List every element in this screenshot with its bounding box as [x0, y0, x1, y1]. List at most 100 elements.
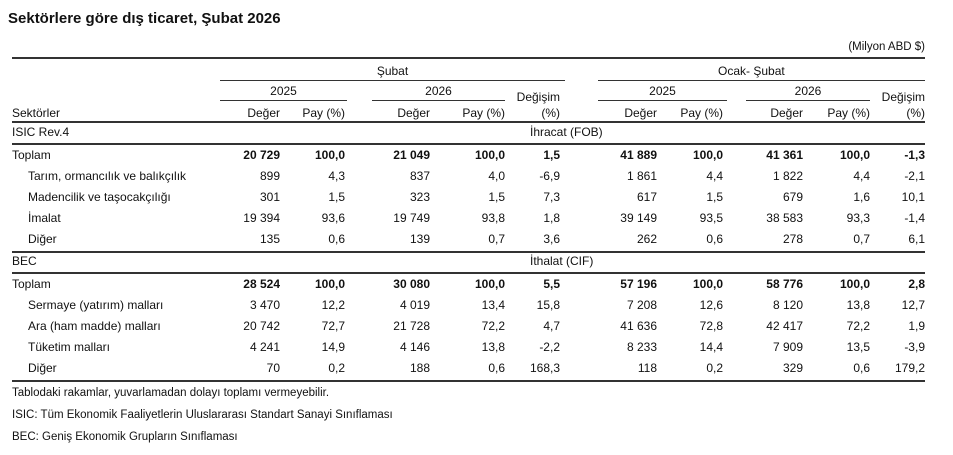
column-header: Pay (%)	[680, 106, 723, 120]
table-cell: 72,2	[481, 319, 505, 333]
table-cell: 41 361	[766, 148, 803, 162]
table-cell: 72,8	[699, 319, 723, 333]
table-cell: 1,6	[853, 190, 870, 204]
table-cell: 7 208	[626, 298, 657, 312]
table-cell: 93,3	[846, 211, 870, 225]
table-cell: 0,6	[488, 361, 505, 375]
column-header: Pay (%)	[462, 106, 505, 120]
table-cell: 2,8	[908, 277, 925, 291]
classification-label: ISIC Rev.4	[12, 125, 70, 139]
table-cell: 4,4	[706, 169, 723, 183]
table-cell: 13,8	[846, 298, 870, 312]
table-cell: 93,6	[321, 211, 345, 225]
table-cell: 42 417	[766, 319, 803, 333]
table-cell: 72,2	[846, 319, 870, 333]
table-cell: 100,0	[474, 277, 505, 291]
row-label: Tüketim malları	[28, 340, 111, 354]
table-cell: 12,6	[699, 298, 723, 312]
year-2026-ocak: 2026	[794, 84, 822, 98]
table-cell: 100,0	[314, 277, 345, 291]
period-subat: Şubat	[376, 64, 409, 78]
table-cell: 329	[782, 361, 803, 375]
table-cell: 0,6	[706, 232, 723, 246]
table-cell: 837	[409, 169, 430, 183]
table-cell: 4,3	[328, 169, 345, 183]
table-cell: 12,2	[321, 298, 345, 312]
table-cell: 1 861	[626, 169, 657, 183]
table-cell: 7 909	[772, 340, 803, 354]
year-2025-subat: 2025	[270, 84, 297, 98]
table-cell: 13,4	[481, 298, 505, 312]
table-cell: 72,7	[321, 319, 345, 333]
top-rule	[12, 57, 925, 59]
row-label: Tarım, ormancılık ve balıkçılık	[28, 169, 187, 183]
table-cell: -2,1	[904, 169, 925, 183]
rule-period1	[220, 80, 565, 81]
column-header: Değer	[624, 106, 657, 120]
table-cell: 1,5	[488, 190, 505, 204]
table-cell: 301	[259, 190, 280, 204]
table-cell: 4,4	[853, 169, 870, 183]
table-cell: 20 729	[243, 148, 280, 162]
table-cell: 1,5	[543, 148, 560, 162]
table-cell: 5,5	[543, 277, 560, 291]
table-cell: -2,2	[539, 340, 560, 354]
table-cell: -3,9	[904, 340, 925, 354]
flow-label: İhracat (FOB)	[530, 125, 603, 139]
table-cell: 135	[259, 232, 280, 246]
change-header-1: Değişim	[516, 90, 560, 104]
table-cell: 4,0	[488, 169, 505, 183]
table-cell: 100,0	[474, 148, 505, 162]
table-cell: 1,5	[328, 190, 345, 204]
table-cell: 100,0	[692, 277, 723, 291]
rule-y4	[746, 100, 870, 101]
table-cell: 0,6	[328, 232, 345, 246]
table-cell: 1,5	[706, 190, 723, 204]
table-cell: 118	[637, 361, 657, 375]
table-cell: 188	[409, 361, 430, 375]
table-cell: 13,8	[481, 340, 505, 354]
table-rule	[12, 121, 925, 123]
table-cell: 13,5	[846, 340, 870, 354]
table-cell: 14,9	[321, 340, 345, 354]
footnote-2: ISIC: Tüm Ekonomik Faaliyetlerin Uluslar…	[12, 409, 393, 421]
classification-label: BEC	[12, 254, 37, 268]
table-cell: 6,1	[908, 232, 925, 246]
table-cell: 100,0	[314, 148, 345, 162]
table-cell: 679	[782, 190, 803, 204]
row-label: Madencilik ve taşocakçılığı	[28, 190, 171, 204]
table-cell: 139	[409, 232, 430, 246]
table-cell: -1,4	[904, 211, 925, 225]
sectors-header: Sektörler	[12, 106, 61, 120]
table-cell: 617	[636, 190, 657, 204]
table-cell: 15,8	[536, 298, 560, 312]
table-cell: -1,3	[904, 148, 925, 162]
table-cell: 3,6	[543, 232, 560, 246]
column-header: (%)	[906, 106, 925, 120]
table-cell: 19 394	[243, 211, 280, 225]
row-label: İmalat	[28, 211, 61, 225]
table-cell: 93,5	[699, 211, 723, 225]
table-cell: 1,8	[543, 211, 560, 225]
page-title: Sektörlere göre dış ticaret, Şubat 2026	[8, 10, 281, 27]
rule-y2	[372, 100, 505, 101]
column-header: Değer	[247, 106, 280, 120]
column-header: Pay (%)	[302, 106, 345, 120]
row-label: Diğer	[28, 361, 57, 375]
column-header: Değer	[770, 106, 803, 120]
rule-y3	[598, 100, 727, 101]
table-cell: 0,7	[488, 232, 505, 246]
row-label: Toplam	[12, 148, 51, 162]
column-header: Değer	[397, 106, 430, 120]
table-cell: 21 049	[393, 148, 430, 162]
table-cell: 1 822	[772, 169, 803, 183]
table-cell: -6,9	[539, 169, 560, 183]
table-cell: 19 749	[393, 211, 430, 225]
table-cell: 0,6	[853, 361, 870, 375]
rule-period2	[598, 80, 925, 81]
flow-label: İthalat (CIF)	[530, 254, 594, 268]
table-rule	[12, 143, 925, 145]
table-rule	[12, 251, 925, 253]
unit-label: (Milyon ABD $)	[848, 41, 925, 53]
table-cell: 100,0	[692, 148, 723, 162]
